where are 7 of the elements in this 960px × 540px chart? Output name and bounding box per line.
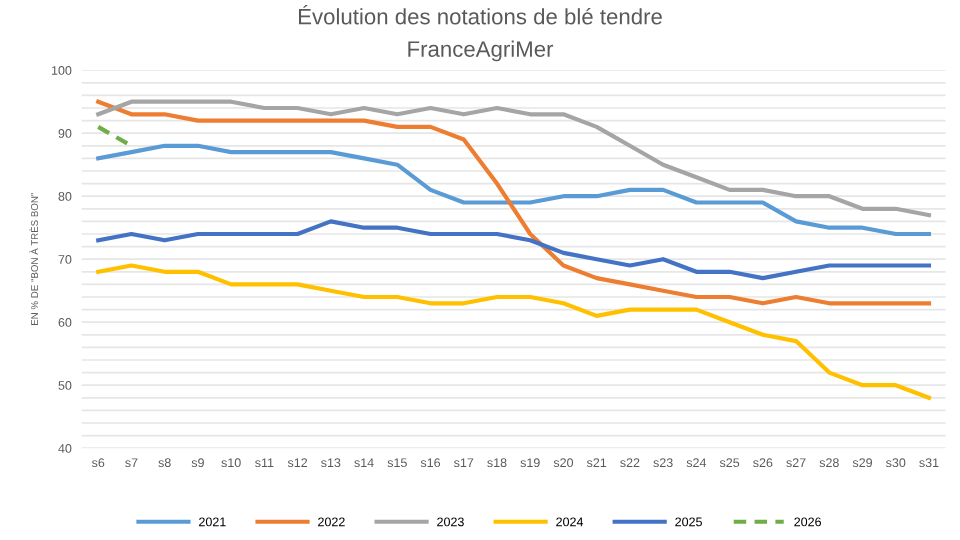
line-series xyxy=(96,263,932,400)
line-series xyxy=(96,99,932,306)
line-series xyxy=(96,99,932,218)
chart-title: Évolution des notations de blé tendre xyxy=(298,5,662,25)
line-series xyxy=(96,143,932,237)
line-series xyxy=(96,219,932,281)
chart-subtitle: FranceAgriMer xyxy=(408,40,554,62)
